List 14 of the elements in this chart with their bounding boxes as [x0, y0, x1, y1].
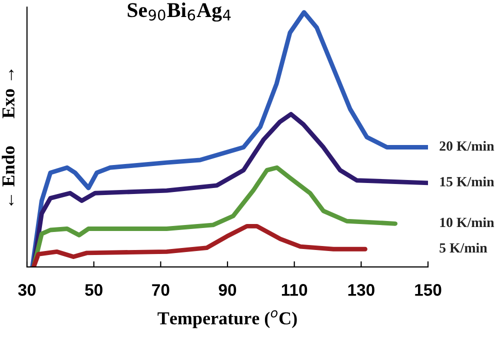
x-axis-title: Temperature ($^{o}$C): [158, 310, 297, 328]
text: 5 K/min: [440, 242, 488, 253]
series-label: 20 K/min: [440, 140, 494, 151]
x-tick-label: 50: [85, 284, 102, 296]
series-label: 15 K/min: [440, 176, 494, 186]
chart-title: Se$_{90}$Bi$_{6}$Ag$_{4}$: [128, 2, 231, 22]
x-tick-label: 70: [152, 284, 170, 296]
x-tick-label: 150: [415, 284, 442, 296]
x-tick-label: 110: [282, 284, 308, 296]
x-tick-label: 30: [18, 284, 36, 296]
x-tick-label: 90: [218, 284, 236, 296]
x-tick-label: 130: [348, 284, 374, 296]
text: 10 K/min: [440, 217, 494, 228]
y-axis-title: ← Endo Exo →: [2, 70, 15, 206]
